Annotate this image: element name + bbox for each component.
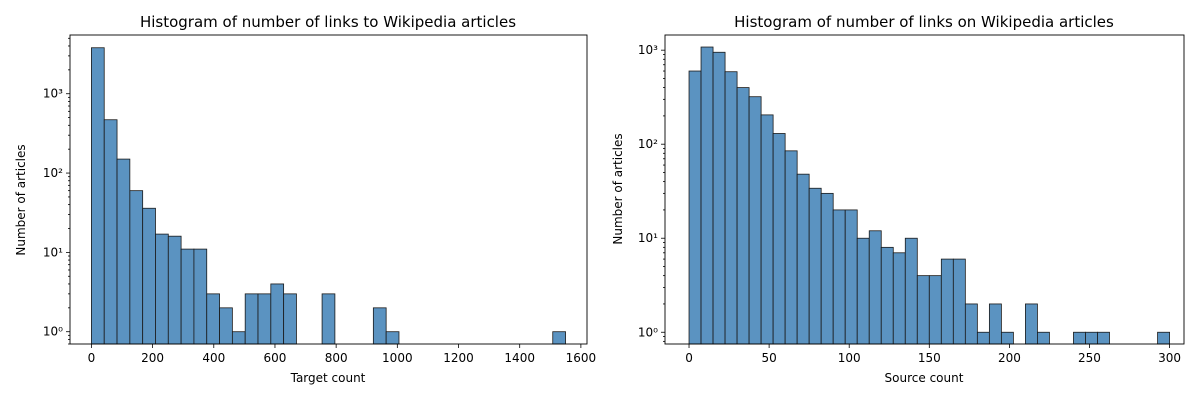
histogram-bar xyxy=(808,187,822,345)
histogram-bar xyxy=(552,331,566,345)
y-tick-label: 10² xyxy=(638,137,658,151)
histogram-bar xyxy=(760,114,774,345)
histogram-bar xyxy=(385,331,400,345)
histogram-bar xyxy=(180,248,195,345)
histogram-bar xyxy=(116,158,131,345)
histogram-bar xyxy=(892,252,906,345)
x-tick-label: 1400 xyxy=(504,351,535,365)
histogram-bar xyxy=(868,230,882,345)
y-tick-label: 10⁰ xyxy=(638,325,658,339)
y-tick-label: 10¹ xyxy=(43,245,63,259)
y-axis-label: Number of articles xyxy=(611,133,625,244)
histogram-bar xyxy=(167,235,182,345)
histogram-bar xyxy=(244,293,259,345)
histogram-bar xyxy=(700,46,714,345)
chart-title: Histogram of number of links on Wikipedi… xyxy=(734,13,1114,31)
histogram-bar xyxy=(832,209,846,345)
histogram-bar xyxy=(193,248,208,345)
histogram-bar xyxy=(964,303,978,345)
histogram-bar xyxy=(129,190,144,345)
histogram-bar xyxy=(988,303,1002,345)
histogram-bar xyxy=(976,331,990,345)
histogram-bar xyxy=(928,275,942,345)
histogram-bar xyxy=(784,150,798,345)
plot-frame xyxy=(69,34,588,345)
x-tick-label: 0 xyxy=(685,351,693,365)
histogram-bar xyxy=(142,207,156,345)
x-tick-label: 50 xyxy=(761,351,776,365)
x-axis-label: Source count xyxy=(885,371,964,385)
histogram-bar xyxy=(796,173,810,345)
x-tick-label: 600 xyxy=(264,351,287,365)
chart-links-on-articles: Histogram of number of links on Wikipedi… xyxy=(611,13,1185,385)
histogram-bar xyxy=(372,307,387,345)
x-axis: 0 50 100 150 200 250 300 xyxy=(685,344,1181,365)
y-tick-label: 10³ xyxy=(43,87,63,101)
y-axis: 10⁰ 10¹ 10² 10³ xyxy=(43,37,70,345)
plot-frame xyxy=(664,34,1185,345)
x-tick-label: 800 xyxy=(325,351,348,365)
chart-links-to-articles: Histogram of number of links to Wikipedi… xyxy=(14,13,596,385)
x-tick-label: 1000 xyxy=(382,351,413,365)
histogram-bar xyxy=(688,70,702,345)
y-tick-label: 10³ xyxy=(638,43,658,57)
x-tick-label: 100 xyxy=(838,351,861,365)
histogram-bar xyxy=(270,283,285,345)
histogram-bar xyxy=(1037,331,1050,345)
histogram-bar xyxy=(772,133,786,345)
bar-group xyxy=(91,47,566,345)
histogram-bar xyxy=(1025,303,1038,345)
x-tick-label: 150 xyxy=(918,351,941,365)
histogram-bar xyxy=(1000,331,1014,345)
histogram-bar xyxy=(103,119,118,345)
histogram-bar xyxy=(206,293,220,345)
histogram-bar xyxy=(257,293,272,345)
histogram-bar xyxy=(283,293,297,345)
histogram-bar xyxy=(724,71,738,345)
histogram-bar xyxy=(844,209,858,345)
bar-group xyxy=(688,46,1170,345)
histogram-bar xyxy=(1073,331,1086,345)
y-tick-label: 10² xyxy=(43,166,63,180)
y-axis: 10⁰ 10¹ 10² 10³ xyxy=(638,43,665,342)
histogram-bar xyxy=(1157,331,1170,345)
histogram-bar xyxy=(91,47,105,345)
x-axis: 0 200 400 600 800 1000 1200 1400 1600 xyxy=(88,344,597,365)
histogram-bar xyxy=(736,87,750,345)
x-tick-label: 0 xyxy=(88,351,96,365)
histogram-bar xyxy=(820,192,834,345)
chart-title: Histogram of number of links to Wikipedi… xyxy=(140,13,516,31)
x-tick-label: 1200 xyxy=(443,351,474,365)
histogram-bar xyxy=(940,258,954,345)
histogram-bar xyxy=(712,51,726,345)
histogram-bar xyxy=(1085,331,1098,345)
x-tick-label: 400 xyxy=(202,351,225,365)
histogram-bar xyxy=(155,233,169,345)
y-tick-label: 10⁰ xyxy=(43,325,63,339)
histogram-bar xyxy=(231,331,246,345)
histogram-bar xyxy=(904,237,918,345)
histogram-bar xyxy=(219,307,233,345)
x-tick-label: 300 xyxy=(1158,351,1181,365)
histogram-bar xyxy=(1097,331,1110,345)
x-tick-label: 1600 xyxy=(566,351,597,365)
x-tick-label: 200 xyxy=(998,351,1021,365)
x-tick-label: 200 xyxy=(141,351,164,365)
x-tick-label: 250 xyxy=(1078,351,1101,365)
histogram-bar xyxy=(856,237,870,345)
histogram-bar xyxy=(952,258,966,345)
y-tick-label: 10¹ xyxy=(638,231,658,245)
y-axis-label: Number of articles xyxy=(14,144,28,255)
histogram-bar xyxy=(880,246,894,345)
histogram-bar xyxy=(748,96,762,345)
histogram-bar xyxy=(916,275,930,345)
histogram-bar xyxy=(321,293,336,345)
x-axis-label: Target count xyxy=(290,371,366,385)
